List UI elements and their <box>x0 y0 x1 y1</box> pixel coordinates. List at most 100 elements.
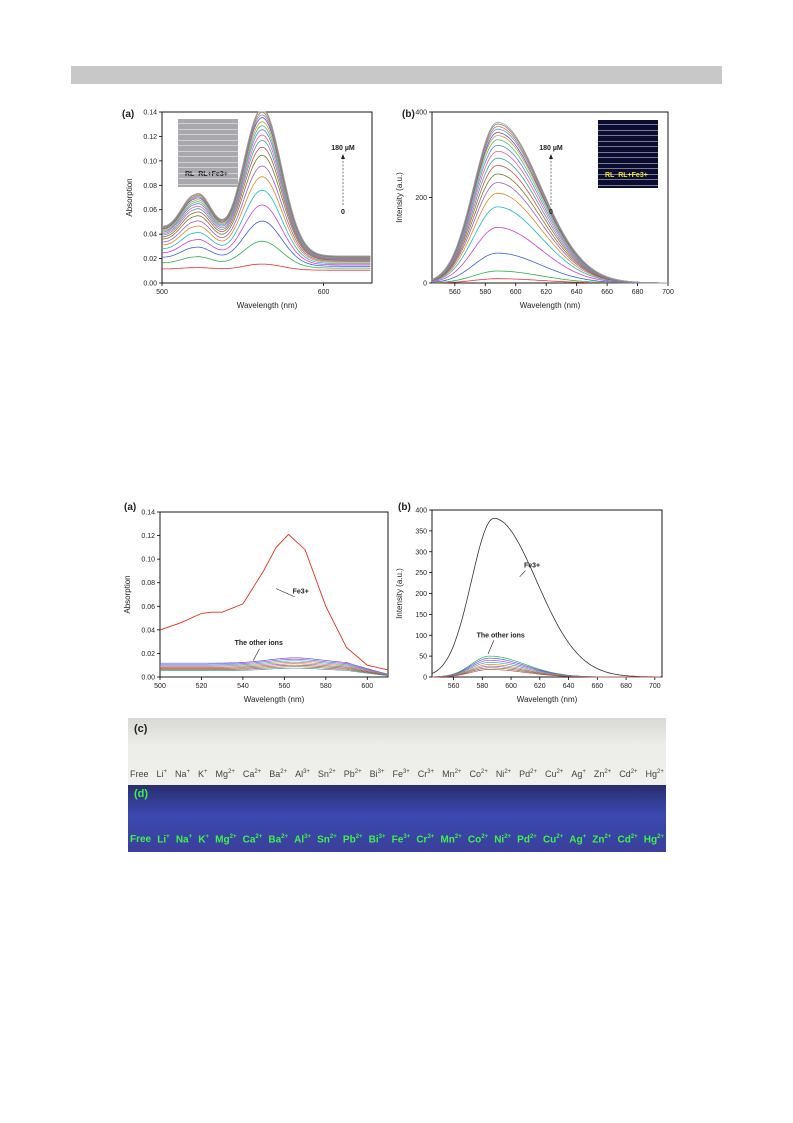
ion-charge: 2+ <box>556 834 564 840</box>
ion-charge: + <box>205 834 210 840</box>
ion-charge: 2+ <box>657 834 664 840</box>
ion-label: Zn2+ <box>594 769 611 779</box>
inset-a-label: RL RL+Fe3+ <box>185 171 228 178</box>
y-tick-label: 400 <box>415 508 427 515</box>
x-tick-label: 600 <box>505 683 517 690</box>
ion-label: Na+ <box>176 834 192 845</box>
inset-stripe <box>178 178 238 179</box>
ion-symbol: Li <box>156 769 164 779</box>
ion-symbol: Co <box>467 834 482 846</box>
series-line <box>161 111 371 257</box>
series-line <box>431 121 668 284</box>
y-tick-label: 0.06 <box>143 207 157 214</box>
ion-label: Ni2+ <box>494 834 511 845</box>
ion-label: Ba2+ <box>269 769 287 779</box>
ion-label: Zn2+ <box>592 834 611 845</box>
ion-symbol: Ca <box>242 834 256 846</box>
ion-charge: 2+ <box>281 834 289 840</box>
ion-label: Li+ <box>157 769 168 779</box>
ion-charge: 2+ <box>355 834 363 840</box>
ion-charge: 2+ <box>630 769 638 775</box>
annotation-other-arrow <box>487 640 495 655</box>
ion-symbol: Ba <box>269 769 281 779</box>
ion-symbol: Hg <box>643 834 658 846</box>
ion-symbol: Pd <box>517 834 530 846</box>
ion-charge: 2+ <box>280 769 288 775</box>
annotation-fe: Fe3+ <box>293 588 309 595</box>
y-tick-label: 0.10 <box>143 158 157 165</box>
ion-label: Cd2+ <box>617 834 637 845</box>
ion-symbol: Fe <box>392 769 403 779</box>
ion-charge: 2+ <box>254 769 262 775</box>
inset-photo-b: RL RL+Fe3+ <box>598 120 658 188</box>
ion-symbol: Mn <box>440 834 455 846</box>
other-series-line <box>432 669 661 678</box>
ion-charge: 3+ <box>378 834 386 840</box>
ion-label: Pd2+ <box>519 769 537 779</box>
y-tick-label: 50 <box>419 654 427 661</box>
ion-label: Ba2+ <box>268 834 288 845</box>
y-tick-label: 0.00 <box>143 281 157 288</box>
ion-symbol: Bi <box>368 834 379 846</box>
ion-label: Ca2+ <box>243 834 263 845</box>
x-tick-label: 700 <box>662 289 674 296</box>
ion-charge: 2+ <box>504 769 512 775</box>
annotation-conc-arrowhead <box>341 154 345 159</box>
ion-label: Fe3+ <box>392 769 409 779</box>
ion-symbol: Pb <box>342 834 356 846</box>
ion-symbol: Cd <box>617 834 631 846</box>
other-series-line <box>160 657 389 675</box>
x-axis-label: Wavelength (nm) <box>520 301 581 310</box>
x-tick-label: 620 <box>540 289 552 296</box>
ion-charge: + <box>186 769 191 775</box>
annotation-conc-bottom: 0 <box>341 209 345 216</box>
ion-symbol: Ag <box>569 834 583 846</box>
series-line <box>431 182 668 284</box>
ion-label: Pd2+ <box>517 834 537 845</box>
series-line <box>162 189 371 264</box>
y-tick-label: 200 <box>415 591 427 598</box>
ion-label: Bi3+ <box>370 769 385 779</box>
inset-photo-a: RL RL+Fe3+ <box>178 119 238 187</box>
other-series-line <box>160 667 389 677</box>
ion-symbol: Cr <box>416 834 428 846</box>
ion-charge: 3+ <box>304 834 311 840</box>
ion-symbol: Mg <box>215 769 229 779</box>
y-axis-label: Absorption <box>125 178 134 216</box>
ion-label: Sn2+ <box>317 834 337 845</box>
photo-c-label: (c) <box>134 723 148 735</box>
inset-stripe <box>178 183 238 185</box>
ion-label: K+ <box>198 834 209 845</box>
ion-label: Mg2+ <box>216 769 235 779</box>
series-line <box>161 134 371 259</box>
y-tick-label: 150 <box>415 612 427 619</box>
ion-labels-c: Free Li+ Na+ K+ Mg2+ Ca2+ Ba2+ Al3+ Sn2+ Pb2+ Bi3+… <box>130 769 664 779</box>
other-series-line <box>160 658 389 675</box>
inset-stripe <box>598 179 658 180</box>
ion-label: Pb2+ <box>344 769 362 779</box>
x-tick-label: 500 <box>154 683 166 690</box>
ion-label: Free <box>130 834 151 845</box>
inset-stripe <box>178 156 238 157</box>
plot-frame <box>161 111 373 284</box>
x-tick-label: 580 <box>479 289 491 296</box>
ion-charge: 2+ <box>481 834 489 840</box>
ion-charge: 2+ <box>530 769 537 775</box>
y-tick-label: 0 <box>423 675 427 682</box>
ion-charge: 2+ <box>228 769 235 775</box>
y-tick-label: 300 <box>415 549 427 556</box>
ion-label: Bi3+ <box>369 834 386 845</box>
ion-charge: 2+ <box>604 769 612 775</box>
series-line <box>162 220 371 267</box>
inset-stripe <box>598 173 658 175</box>
x-tick-label: 600 <box>361 683 373 690</box>
ion-label: Hg2+ <box>644 834 664 845</box>
ion-symbol: Free <box>130 834 152 845</box>
inset-stripe <box>178 150 238 152</box>
y-tick-label: 0.14 <box>143 110 157 117</box>
y-tick-label: 0.08 <box>143 183 157 190</box>
ion-charge: + <box>188 834 193 840</box>
inset-b-label: RL RL+Fe3+ <box>605 172 648 179</box>
inset-stripe <box>598 124 658 125</box>
ion-charge: 3+ <box>377 769 385 775</box>
